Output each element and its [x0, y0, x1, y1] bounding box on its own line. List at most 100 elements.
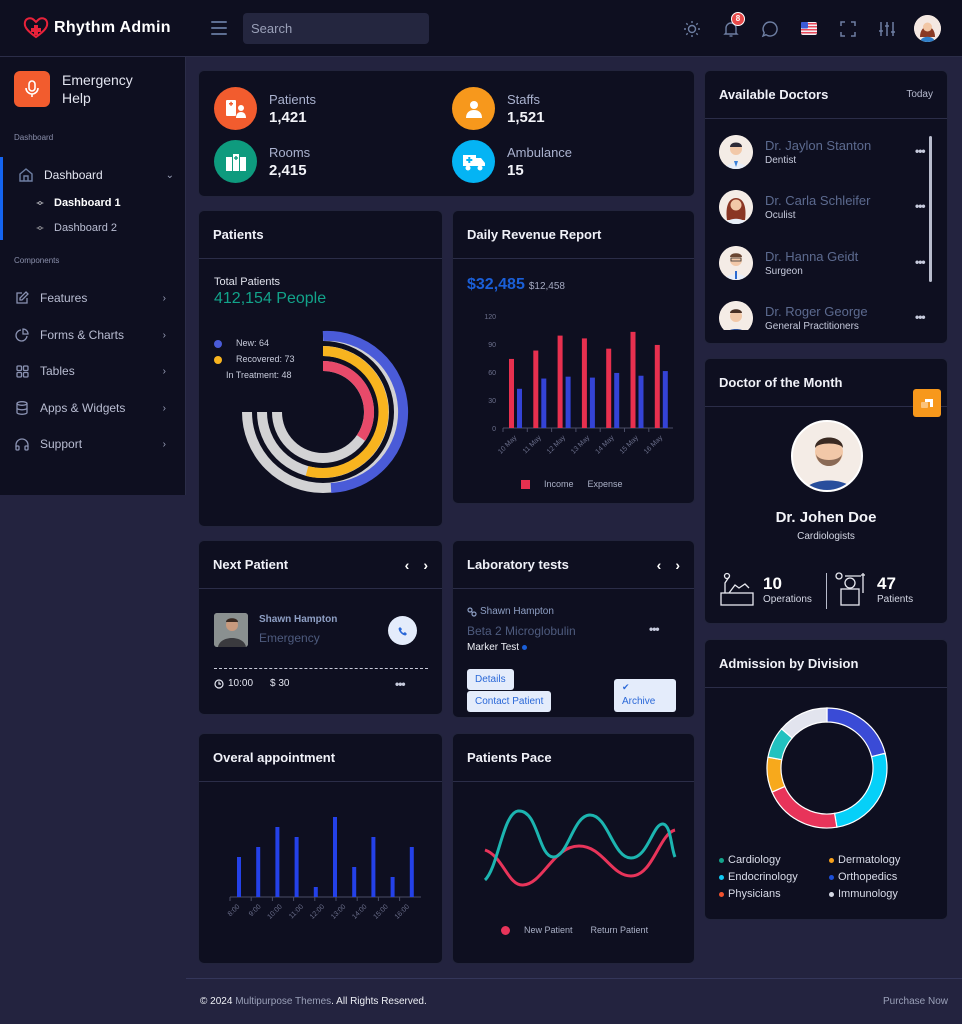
sidebar-item-tables[interactable]: Tables › [14, 361, 174, 381]
patients-pace-card: Patients Pace New Patient Return Patient [452, 733, 695, 964]
doctor-month-action-button[interactable] [913, 389, 941, 417]
chevron-right-icon: › [162, 365, 166, 377]
sidebar-item-label: Forms & Charts [40, 328, 125, 342]
legend-return-patient: Return Patient [590, 925, 649, 935]
svg-text:60: 60 [488, 370, 496, 377]
stat-label: Staffs [507, 91, 541, 107]
purchase-now-link[interactable]: Purchase Now [882, 996, 948, 1007]
legend-label: New: 64 [236, 338, 270, 348]
emergency-line1: Emergency [62, 72, 133, 88]
legend-dot-new-patient [501, 925, 510, 935]
language-us-flag-icon[interactable] [789, 14, 828, 44]
operations-label: Operations [763, 593, 812, 605]
doctor-avatar [719, 190, 753, 224]
previous-arrow-icon[interactable]: ‹ [404, 556, 410, 573]
stat-label: Patients [269, 91, 316, 107]
doctor-list-item[interactable]: Dr. Carla Schleifer Oculist [719, 190, 870, 224]
svg-text:13:00: 13:00 [330, 903, 347, 920]
sidebar-item-features[interactable]: Features › [14, 288, 174, 308]
more-options-icon[interactable]: ••• [649, 622, 660, 636]
hamburger-menu-icon[interactable] [211, 21, 227, 35]
chevron-right-icon: › [162, 438, 166, 450]
sidebar-subitem-label: Dashboard 2 [54, 222, 117, 234]
svg-text:14 May: 14 May [594, 434, 616, 456]
theme-toggle-sun-icon[interactable] [672, 14, 711, 44]
stat-divider [826, 573, 827, 609]
link-icon [467, 606, 477, 617]
sidebar: Emergency Help Dashboard Dashboard ⌄ Dash… [0, 57, 186, 495]
revenue-bar-chart: 120 90 60 30 0 10 May 11 May 12 May 13 May 1… [484, 314, 673, 456]
doctor-of-month-avatar [791, 420, 863, 492]
stat-ambulance: Ambulance 15 [452, 140, 572, 183]
call-patient-button[interactable] [388, 616, 417, 645]
grid-icon [14, 363, 30, 379]
chevron-right-icon: › [162, 329, 166, 341]
section-label-components: Components [14, 256, 60, 265]
sidebar-subitem-dashboard-1[interactable]: Dashboard 1 [36, 197, 121, 209]
surgery-icon [720, 572, 754, 606]
details-button[interactable]: Details [467, 669, 514, 690]
doctor-list-item[interactable]: Dr. Roger George General Practitioners [719, 301, 868, 330]
archive-label: Archive [622, 696, 656, 707]
doctor-list-item[interactable]: Dr. Hanna Geidt Surgeon [719, 246, 858, 280]
fullscreen-icon[interactable] [828, 14, 867, 44]
svg-text:11 May: 11 May [522, 434, 543, 455]
appointment-bar-chart: 8:00 9:00 10:00 11:00 12:00 13:00 14:00 15:00 16… [227, 817, 421, 921]
next-arrow-icon[interactable]: › [675, 556, 680, 573]
appointment-time: 10:00 [214, 678, 253, 689]
sidebar-item-label: Apps & Widgets [40, 401, 126, 415]
check-icon: ✔ [622, 682, 630, 692]
doctor-name: Dr. Roger George [765, 304, 868, 319]
sidebar-item-apps-widgets[interactable]: Apps & Widgets › [14, 398, 174, 418]
card-title: Patients Pace [467, 750, 552, 765]
database-icon [14, 400, 30, 416]
doctor-role: Surgeon [765, 266, 803, 277]
sidebar-subitem-dashboard-2[interactable]: Dashboard 2 [36, 222, 117, 234]
next-arrow-icon[interactable]: › [423, 556, 428, 573]
legend-dot [719, 891, 724, 897]
chat-icon[interactable] [750, 14, 789, 44]
previous-arrow-icon[interactable]: ‹ [656, 556, 662, 573]
microphone-icon [14, 71, 50, 107]
legend-label: Physicians [728, 888, 781, 900]
doctor-of-month-card: Doctor of the Month Dr. Johen Doe Cardio… [704, 358, 948, 624]
company-link[interactable]: Multipurpose Themes [235, 996, 332, 1007]
emergency-help-button[interactable]: Emergency Help [14, 71, 133, 107]
stat-value: 1,521 [507, 108, 545, 126]
sidebar-item-forms-charts[interactable]: Forms & Charts › [14, 325, 174, 345]
app-logo[interactable]: Rhythm Admin [22, 16, 171, 40]
search-input[interactable] [243, 13, 429, 44]
revenue-chart-card: Daily Revenue Report $32,485 $12,458 120… [452, 210, 695, 504]
settings-sliders-icon[interactable] [867, 14, 906, 44]
contact-patient-button[interactable]: Contact Patient [467, 691, 552, 712]
notifications-bell-icon[interactable]: 8 [711, 11, 750, 44]
emergency-line2: Help [62, 90, 91, 106]
more-options-icon[interactable]: ••• [915, 310, 926, 324]
doctors-list-scrollbar[interactable] [929, 136, 932, 282]
doctor-list-item[interactable]: Dr. Jaylon Stanton Dentist [719, 135, 871, 169]
sidebar-item-support[interactable]: Support › [14, 434, 174, 454]
more-options-icon[interactable]: ••• [395, 677, 406, 691]
more-options-icon[interactable]: ••• [915, 199, 926, 213]
user-avatar[interactable] [914, 15, 941, 42]
lab-test-name: Beta 2 Microglobulin [467, 624, 576, 638]
card-title: Patients [213, 227, 264, 242]
archive-button[interactable]: ✔ Archive [614, 679, 676, 712]
stat-staffs: Staffs 1,521 [452, 87, 545, 130]
today-filter[interactable]: Today [906, 89, 933, 100]
legend-item: Dermatology [829, 854, 939, 866]
card-title: Doctor of the Month [719, 375, 843, 390]
svg-text:10 May: 10 May [497, 434, 519, 456]
more-options-icon[interactable]: ••• [915, 144, 926, 158]
legend-label: Dermatology [838, 854, 901, 866]
legend-item: Cardiology [719, 854, 829, 866]
operations-stat: 10 Operations [719, 571, 812, 607]
revenue-main-value: $32,485 [467, 276, 525, 293]
sidebar-item-dashboard[interactable]: Dashboard ⌄ [18, 165, 178, 185]
doctor-of-month-specialty: Cardiologists [797, 531, 855, 542]
clock-icon [214, 678, 224, 689]
more-options-icon[interactable]: ••• [915, 255, 926, 269]
overall-appointment-card: Overal appointment 8:00 9:00 10:00 11:00 12:… [198, 733, 443, 964]
svg-text:30: 30 [488, 398, 496, 405]
legend-label: Orthopedics [838, 871, 898, 883]
